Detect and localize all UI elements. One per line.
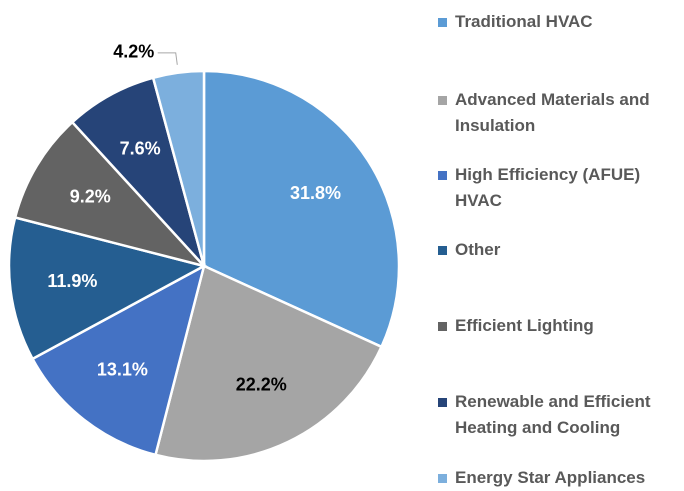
legend-item: Energy Star Appliances: [438, 465, 678, 491]
legend-swatch: [438, 322, 447, 331]
legend-swatch: [438, 96, 447, 105]
legend-label: Renewable and Efficient Heating and Cool…: [455, 392, 651, 437]
slice-label: 11.9%: [47, 271, 97, 291]
slice-label: 31.8%: [290, 183, 341, 203]
pie-slice: [30, 263, 206, 457]
pie-slice: [70, 76, 206, 267]
slice-label: 7.6%: [120, 139, 161, 159]
slice-label: 22.2%: [236, 374, 287, 394]
legend-swatch: [438, 171, 447, 180]
legend-swatch: [438, 18, 447, 27]
slice-label: 4.2%: [113, 42, 154, 62]
pie-slice: [13, 120, 208, 269]
pie-slice: [7, 215, 208, 361]
legend-swatch: [438, 398, 447, 407]
legend-label: Other: [455, 240, 501, 259]
legend-item: Advanced Materials and Insulation: [438, 87, 678, 139]
legend-label: Energy Star Appliances: [455, 468, 646, 487]
slice-label: 9.2%: [70, 187, 111, 207]
legend-item: High Efficiency (AFUE) HVAC: [438, 162, 678, 214]
legend-swatch: [438, 474, 447, 483]
legend-label: Efficient Lighting: [455, 316, 594, 335]
legend-item: Traditional HVAC: [438, 9, 678, 35]
legend-item: Renewable and Efficient Heating and Cool…: [438, 389, 678, 441]
legend-item: Efficient Lighting: [438, 313, 678, 339]
legend-label: Advanced Materials and Insulation: [455, 90, 650, 135]
pie-slice: [202, 69, 401, 349]
legend-label: Traditional HVAC: [455, 12, 593, 31]
leader-line: [157, 52, 178, 65]
slice-label: 13.1%: [97, 359, 148, 379]
legend-label: High Efficiency (AFUE) HVAC: [455, 165, 641, 210]
pie-slice: [151, 69, 206, 267]
legend-item: Other: [438, 237, 678, 263]
pie-slice: [153, 264, 384, 463]
legend-swatch: [438, 246, 447, 255]
